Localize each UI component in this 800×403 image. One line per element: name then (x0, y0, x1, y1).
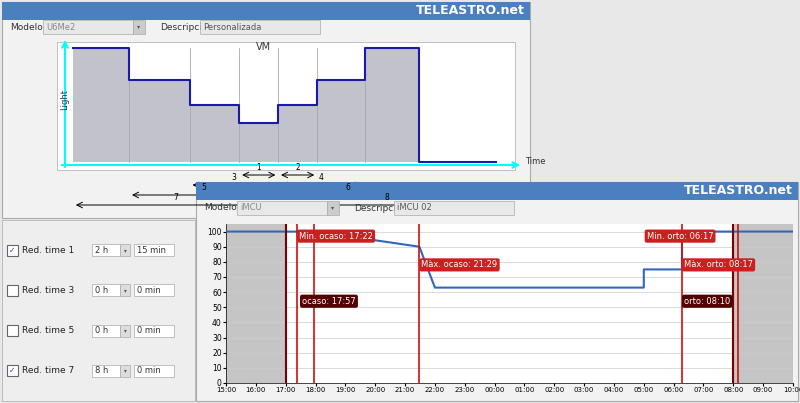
Text: Modelo: Modelo (204, 204, 237, 212)
Bar (2, 220, 195, 401)
Bar (327, 201, 339, 215)
Text: Time: Time (525, 158, 546, 166)
Bar (7, 366, 18, 376)
Text: 0 h: 0 h (95, 326, 108, 335)
Text: 2: 2 (295, 163, 300, 172)
Bar (133, 20, 145, 34)
Text: Modelo: Modelo (10, 23, 42, 31)
Text: 8 h: 8 h (95, 366, 108, 375)
Text: Descripción: Descripción (160, 22, 213, 32)
Bar (7, 245, 18, 256)
Bar (43, 20, 133, 34)
Text: Red. time 3: Red. time 3 (22, 286, 74, 295)
Bar (92, 365, 120, 377)
Text: ✓: ✓ (10, 366, 16, 375)
Text: iMCU: iMCU (240, 204, 262, 212)
Text: Min. ocaso: 17:22: Min. ocaso: 17:22 (299, 232, 373, 241)
Text: Light: Light (60, 89, 69, 110)
Bar (57, 42, 515, 170)
Text: 0 min: 0 min (137, 366, 161, 375)
Text: 0 min: 0 min (137, 326, 161, 335)
Text: Personalizada: Personalizada (203, 23, 262, 31)
Text: VM: VM (255, 42, 270, 52)
Text: Màx. orto: 08:17: Màx. orto: 08:17 (684, 260, 753, 269)
Text: 0 h: 0 h (95, 286, 108, 295)
Text: Min. orto: 06:17: Min. orto: 06:17 (646, 232, 714, 241)
Text: 7: 7 (173, 193, 178, 202)
Bar (2, 2, 530, 20)
Bar (120, 244, 130, 256)
Text: U6Me2: U6Me2 (46, 23, 75, 31)
Text: Màx. ocaso: 21:29: Màx. ocaso: 21:29 (422, 260, 498, 269)
Bar (120, 324, 130, 337)
Text: Red. time 1: Red. time 1 (22, 246, 74, 255)
Bar (2, 2, 530, 218)
Bar (134, 324, 174, 337)
Text: 3: 3 (231, 173, 236, 182)
Bar (734, 224, 793, 383)
Polygon shape (73, 48, 496, 162)
Text: 4: 4 (319, 173, 324, 182)
Text: Descripción: Descripción (354, 203, 407, 213)
Bar (7, 325, 18, 336)
Bar (92, 244, 120, 256)
Text: 2 h: 2 h (95, 246, 108, 255)
Text: ▾: ▾ (124, 368, 126, 373)
Bar (196, 182, 798, 401)
Bar (200, 20, 320, 34)
Bar (7, 285, 18, 296)
Text: ▾: ▾ (138, 25, 141, 29)
Bar (394, 201, 514, 215)
Bar (134, 285, 174, 296)
Bar (134, 365, 174, 377)
Text: 8: 8 (385, 193, 390, 202)
Text: TELEASTRO.net: TELEASTRO.net (684, 185, 793, 197)
Text: Red. time 5: Red. time 5 (22, 326, 74, 335)
Text: 15 min: 15 min (137, 246, 166, 255)
Bar (226, 224, 286, 383)
Bar (92, 285, 120, 296)
Text: iMCU 02: iMCU 02 (397, 204, 432, 212)
Bar (120, 365, 130, 377)
Text: ocaso: 17:57: ocaso: 17:57 (302, 297, 356, 306)
Text: 1: 1 (256, 163, 261, 172)
Text: 6: 6 (346, 183, 351, 192)
Bar (92, 324, 120, 337)
Text: ✓: ✓ (10, 246, 16, 255)
Text: ▾: ▾ (331, 206, 334, 210)
Text: TELEASTRO.net: TELEASTRO.net (416, 4, 525, 17)
Text: 5: 5 (202, 183, 206, 192)
Text: ▾: ▾ (124, 248, 126, 253)
Text: ▾: ▾ (124, 288, 126, 293)
Text: orto: 08:10: orto: 08:10 (684, 297, 730, 306)
Bar (134, 244, 174, 256)
Text: ▾: ▾ (124, 328, 126, 333)
Text: Red. time 7: Red. time 7 (22, 366, 74, 375)
Bar (196, 182, 798, 200)
Bar (120, 285, 130, 296)
Text: 0 min: 0 min (137, 286, 161, 295)
Bar (237, 201, 327, 215)
